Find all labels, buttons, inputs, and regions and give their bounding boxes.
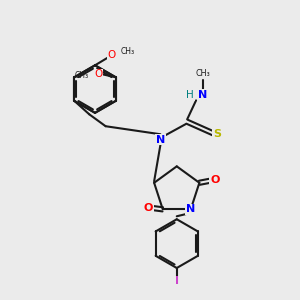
Text: CH₃: CH₃ xyxy=(196,69,210,78)
Text: O: O xyxy=(94,69,103,79)
Text: O: O xyxy=(144,203,153,213)
Text: N: N xyxy=(186,204,195,214)
Text: S: S xyxy=(213,129,221,139)
Text: H: H xyxy=(186,90,194,100)
Text: O: O xyxy=(107,50,116,60)
Text: CH₃: CH₃ xyxy=(121,47,135,56)
Text: CH₃: CH₃ xyxy=(74,71,88,80)
Text: N: N xyxy=(198,90,208,100)
Text: I: I xyxy=(175,276,179,286)
Text: O: O xyxy=(210,175,220,185)
Text: N: N xyxy=(156,135,165,145)
